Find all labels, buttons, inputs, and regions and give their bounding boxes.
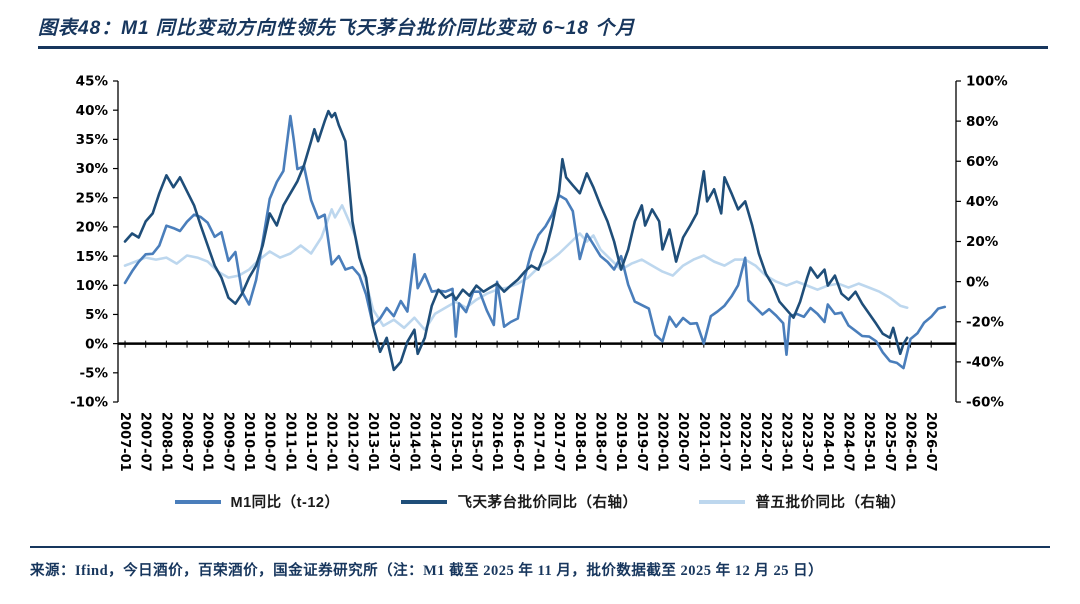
svg-text:2017-01: 2017-01 <box>530 412 545 472</box>
svg-text:2010-07: 2010-07 <box>262 412 277 472</box>
svg-text:40%: 40% <box>76 103 109 119</box>
svg-text:2008-01: 2008-01 <box>158 412 173 472</box>
svg-text:2020-01: 2020-01 <box>654 412 669 472</box>
legend-item-moutai: 飞天茅台批价同比（右轴） <box>401 491 637 512</box>
svg-text:2013-01: 2013-01 <box>365 412 380 472</box>
y-axis-left-labels: 45% 40% 35% 30% 25% 20% 15% 10% 5% 0% -5% -10% <box>70 74 118 411</box>
svg-text:2019-01: 2019-01 <box>613 412 628 472</box>
svg-text:2026-01: 2026-01 <box>903 412 918 472</box>
svg-text:30%: 30% <box>76 161 109 177</box>
chart-canvas: 45% 40% 35% 30% 25% 20% 15% 10% 5% 0% -5% -10% 100% 8… <box>70 74 1008 472</box>
svg-text:2011-01: 2011-01 <box>282 412 297 472</box>
legend-item-puwu: 普五批价同比（右轴） <box>699 491 905 512</box>
svg-text:100%: 100% <box>966 74 1008 90</box>
svg-text:2016-07: 2016-07 <box>510 412 525 472</box>
svg-text:2024-07: 2024-07 <box>841 412 856 472</box>
series-line-1 <box>123 109 909 372</box>
svg-text:2015-07: 2015-07 <box>468 412 483 472</box>
svg-text:2024-01: 2024-01 <box>820 412 835 472</box>
svg-text:2016-01: 2016-01 <box>489 412 504 472</box>
svg-text:40%: 40% <box>966 194 999 210</box>
svg-text:2017-07: 2017-07 <box>551 412 566 472</box>
svg-text:2020-07: 2020-07 <box>675 412 690 472</box>
svg-text:15%: 15% <box>76 249 109 265</box>
legend-label-m1: M1同比（t-12） <box>230 495 340 511</box>
svg-text:2014-07: 2014-07 <box>427 412 442 472</box>
svg-text:2014-01: 2014-01 <box>406 412 421 472</box>
legend-line-sample-m1 <box>174 499 221 504</box>
legend-item-m1: M1同比（t-12） <box>174 491 340 512</box>
svg-text:-5%: -5% <box>79 366 108 382</box>
svg-text:2018-07: 2018-07 <box>592 412 607 472</box>
chart-header: 图表48：M1 同比变动方向性领先飞天茅台批价同比变动 6~18 个月 <box>0 0 1080 40</box>
svg-text:2021-01: 2021-01 <box>696 412 711 472</box>
svg-text:2023-07: 2023-07 <box>799 412 814 472</box>
svg-text:2013-07: 2013-07 <box>386 412 401 472</box>
legend-label-puwu: 普五批价同比（右轴） <box>755 495 906 511</box>
series-line-2 <box>123 204 909 332</box>
svg-text:2012-07: 2012-07 <box>344 412 359 472</box>
x-axis-labels: 2007-01 2007-07 2008-01 2008-07 2009-01 2009-… <box>117 340 938 472</box>
title-underline <box>38 46 1048 49</box>
svg-text:10%: 10% <box>76 278 109 294</box>
svg-text:2025-01: 2025-01 <box>861 412 876 472</box>
svg-text:2012-01: 2012-01 <box>324 412 339 472</box>
svg-text:2008-07: 2008-07 <box>179 412 194 472</box>
svg-text:-40%: -40% <box>966 355 1004 371</box>
source-text: 来源：Ifind，今日酒价，百荣酒价，国金证券研究所（注：M1 截至 2025 … <box>30 563 824 579</box>
svg-text:80%: 80% <box>966 114 999 130</box>
svg-text:2025-07: 2025-07 <box>882 412 897 472</box>
svg-text:2026-07: 2026-07 <box>923 412 938 472</box>
svg-text:2010-01: 2010-01 <box>241 412 256 472</box>
svg-text:2022-01: 2022-01 <box>737 412 752 472</box>
chart-title: 图表48：M1 同比变动方向性领先飞天茅台批价同比变动 6~18 个月 <box>38 18 636 39</box>
chart-legend: M1同比（t-12） 飞天茅台批价同比（右轴） 普五批价同比（右轴） <box>0 491 1080 512</box>
svg-text:-20%: -20% <box>966 314 1004 330</box>
svg-text:-60%: -60% <box>966 395 1004 411</box>
svg-text:2011-07: 2011-07 <box>303 412 318 472</box>
svg-text:2023-01: 2023-01 <box>778 412 793 472</box>
svg-text:2007-01: 2007-01 <box>117 412 132 472</box>
svg-text:25%: 25% <box>76 190 109 206</box>
y-axis-right-labels: 100% 80% 60% 40% 20% 0% -20% -40% -60% <box>956 74 1008 411</box>
svg-text:20%: 20% <box>966 234 999 250</box>
legend-line-sample-moutai <box>401 499 448 504</box>
svg-text:5%: 5% <box>85 307 108 323</box>
series-line-0 <box>123 114 947 370</box>
svg-text:2021-07: 2021-07 <box>716 412 731 472</box>
svg-text:2015-01: 2015-01 <box>448 412 463 472</box>
svg-text:0%: 0% <box>85 336 108 352</box>
svg-text:60%: 60% <box>966 154 999 170</box>
svg-text:2007-07: 2007-07 <box>138 412 153 472</box>
legend-line-sample-puwu <box>699 499 746 504</box>
svg-text:45%: 45% <box>76 74 109 90</box>
svg-text:2022-07: 2022-07 <box>758 412 773 472</box>
svg-text:-10%: -10% <box>70 395 108 411</box>
svg-text:2018-01: 2018-01 <box>572 412 587 472</box>
svg-text:2009-01: 2009-01 <box>200 412 215 472</box>
svg-text:20%: 20% <box>76 220 109 236</box>
svg-text:0%: 0% <box>966 274 989 290</box>
svg-text:2019-07: 2019-07 <box>634 412 649 472</box>
legend-label-moutai: 飞天茅台批价同比（右轴） <box>457 495 638 511</box>
svg-text:2009-07: 2009-07 <box>220 412 235 472</box>
svg-text:35%: 35% <box>76 132 109 148</box>
footer-note: 来源：Ifind，今日酒价，百荣酒价，国金证券研究所（注：M1 截至 2025 … <box>30 546 1050 580</box>
